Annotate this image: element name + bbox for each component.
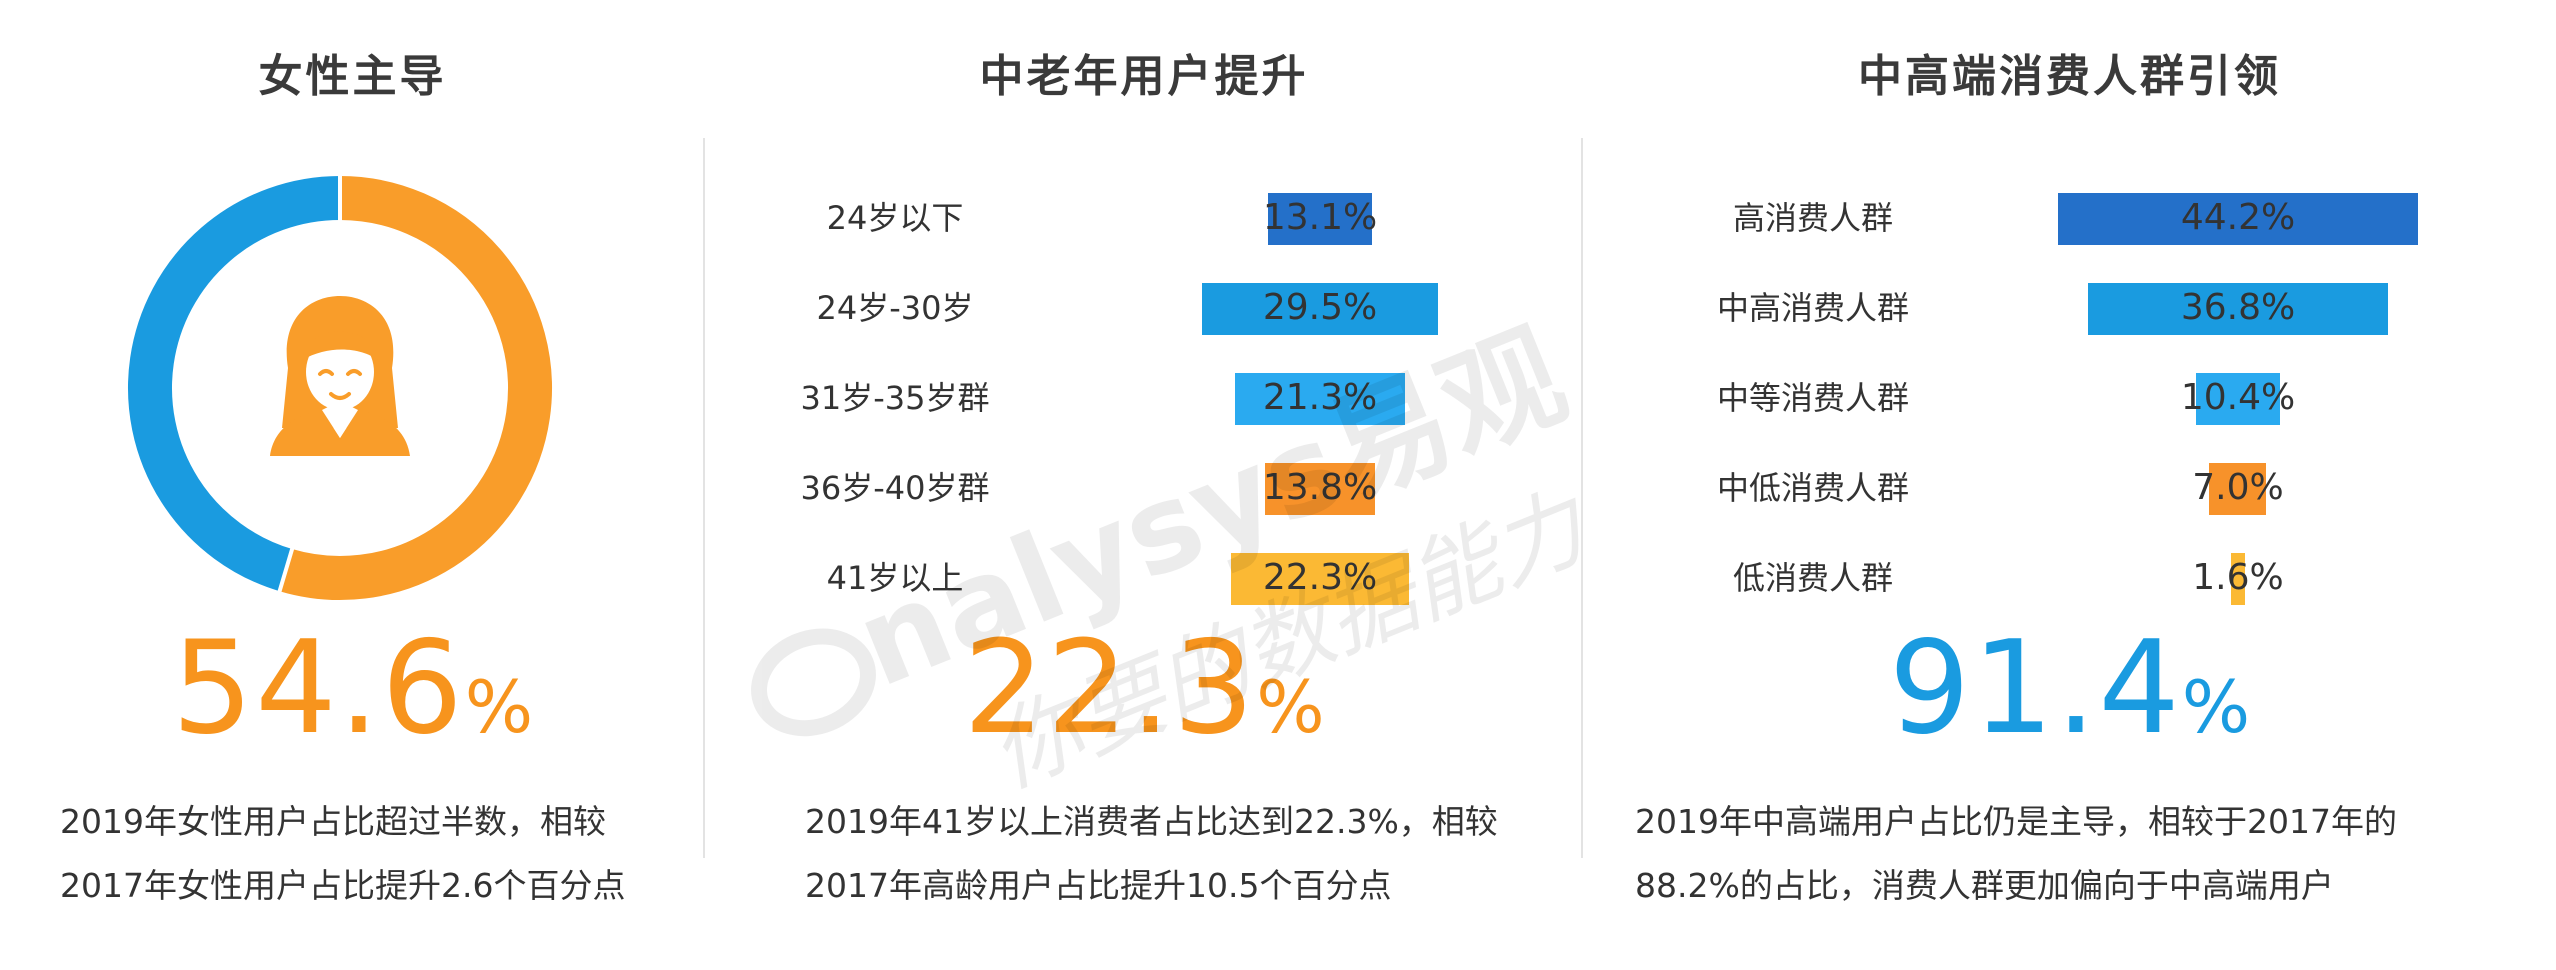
bar-category-label: 中高消费人群 <box>1716 289 1909 327</box>
bar-category-label: 24岁-30岁 <box>816 289 974 327</box>
big-number: 22.3 <box>963 614 1257 763</box>
bar-row: 24岁-30岁 29.5% <box>705 278 1583 338</box>
mid-high-share-value: 91.4% <box>1583 625 2556 753</box>
panel-divider <box>703 138 705 858</box>
panel-description: 2019年女性用户占比超过半数，相较 2017年女性用户占比提升2.6个百分点 <box>60 790 700 918</box>
donut-slice-female <box>279 176 552 600</box>
bar-mark <box>1230 553 1410 605</box>
gender-donut-chart <box>125 172 555 603</box>
age-panel: 中老年用户提升 24岁以下 13.1% 24岁-30岁 29.5% 31岁-35岁群 21… <box>705 0 1583 970</box>
female-dominant-panel: 女性主导 <box>0 0 705 970</box>
big-number: 54.6 <box>171 614 465 763</box>
bar-track: 21.3% <box>1200 368 1440 428</box>
bar-category-label: 31岁-35岁群 <box>800 379 990 417</box>
percent-sign: % <box>2181 665 2251 749</box>
bar-mark <box>2209 463 2267 515</box>
big-number: 91.4 <box>1888 614 2182 763</box>
bar-row: 31岁-35岁群 21.3% <box>705 368 1583 428</box>
bar-value-label: 22.3% <box>1262 557 1378 598</box>
bar-mark <box>1264 463 1376 515</box>
percent-sign: % <box>464 665 534 749</box>
panel-description: 2019年中高端用户占比仍是主导，相较于2017年的 88.2%的占比，消费人群… <box>1635 790 2535 918</box>
bar-row: 中低消费人群 7.0% <box>1583 458 2556 518</box>
bar-track: 7.0% <box>2058 458 2418 518</box>
donut-separator <box>276 544 296 596</box>
bar-row: 36岁-40岁群 13.8% <box>705 458 1583 518</box>
description-line: 2019年女性用户占比超过半数，相较 <box>60 802 606 841</box>
female-user-icon <box>248 296 432 480</box>
bar-value-label: 7.0% <box>2192 467 2284 508</box>
panel-description: 2019年41岁以上消费者占比达到22.3%，相较 2017年高龄用户占比提升1… <box>805 790 1565 918</box>
bar-track: 10.4% <box>2058 368 2418 428</box>
bar-value-label: 10.4% <box>2180 377 2296 418</box>
consumption-panel: 中高端消费人群引领 高消费人群 44.2% 中高消费人群 36.8% 中等消费人群 10.… <box>1583 0 2556 970</box>
description-line: 2019年中高端用户占比仍是主导，相较于2017年的 <box>1635 802 2397 841</box>
description-line: 2019年41岁以上消费者占比达到22.3%，相较 <box>805 802 1498 841</box>
bar-mark <box>1202 283 1438 335</box>
bar-row: 41岁以上 22.3% <box>705 548 1583 608</box>
bar-row: 24岁以下 13.1% <box>705 188 1583 248</box>
panel-title: 中高端消费人群引领 <box>1858 51 2281 102</box>
bar-value-label: 44.2% <box>2180 197 2296 238</box>
percent-sign: % <box>1256 665 1325 749</box>
bar-value-label: 29.5% <box>1262 287 1378 328</box>
bar-row: 中高消费人群 36.8% <box>1583 278 2556 338</box>
bar-track: 13.1% <box>1200 188 1440 248</box>
bar-category-label: 36岁-40岁群 <box>800 469 990 507</box>
bar-value-label: 1.6% <box>2192 557 2284 598</box>
age-41plus-share-value: 22.3% <box>705 625 1583 753</box>
description-line: 2017年高龄用户占比提升10.5个百分点 <box>805 866 1392 905</box>
bar-row: 中等消费人群 10.4% <box>1583 368 2556 428</box>
bar-track: 44.2% <box>2058 188 2418 248</box>
bar-mark <box>2231 553 2245 605</box>
bar-mark <box>2058 193 2418 245</box>
female-share-value: 54.6% <box>0 625 705 753</box>
bar-track: 1.6% <box>2058 548 2418 608</box>
bar-category-label: 高消费人群 <box>1732 199 1893 237</box>
bar-value-label: 13.8% <box>1262 467 1378 508</box>
bar-value-label: 13.1% <box>1262 197 1378 238</box>
panel-title: 中老年用户提升 <box>979 51 1309 102</box>
bar-mark <box>2195 373 2281 425</box>
bar-value-label: 21.3% <box>1262 377 1378 418</box>
description-line: 88.2%的占比，消费人群更加偏向于中高端用户 <box>1635 866 2334 905</box>
bar-track: 36.8% <box>2058 278 2418 338</box>
donut-slice-male <box>128 176 341 592</box>
bar-mark <box>1267 193 1373 245</box>
bar-mark <box>1234 373 1406 425</box>
bar-category-label: 24岁以下 <box>826 199 964 237</box>
bar-category-label: 41岁以上 <box>826 559 964 597</box>
bar-track: 29.5% <box>1200 278 1440 338</box>
panel-divider <box>1581 138 1583 858</box>
donut-svg <box>128 172 552 600</box>
bar-category-label: 中低消费人群 <box>1716 469 1909 507</box>
bar-row: 高消费人群 44.2% <box>1583 188 2556 248</box>
bar-value-label: 36.8% <box>2180 287 2296 328</box>
bar-track: 13.8% <box>1200 458 1440 518</box>
description-line: 2017年女性用户占比提升2.6个百分点 <box>60 866 626 905</box>
bar-category-label: 中等消费人群 <box>1716 379 1909 417</box>
bar-category-label: 低消费人群 <box>1732 559 1893 597</box>
bar-mark <box>2088 283 2388 335</box>
bar-row: 低消费人群 1.6% <box>1583 548 2556 608</box>
bar-track: 22.3% <box>1200 548 1440 608</box>
panel-title: 女性主导 <box>258 51 447 102</box>
